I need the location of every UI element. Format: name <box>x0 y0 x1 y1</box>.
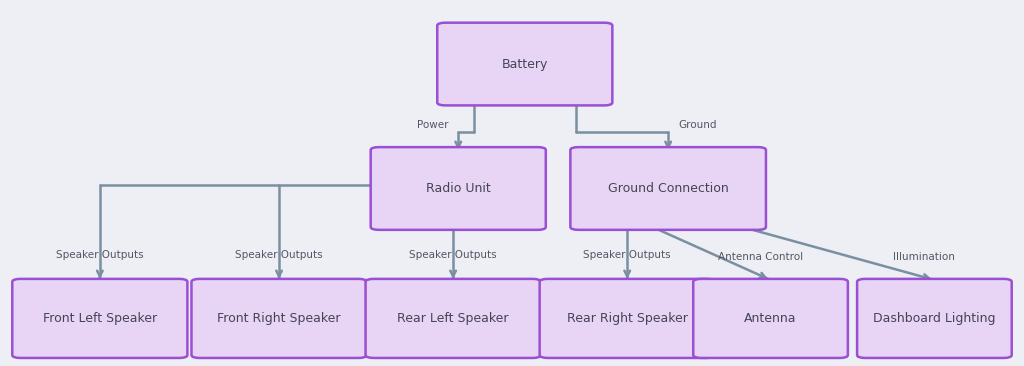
Text: Power: Power <box>417 120 449 130</box>
Text: Illumination: Illumination <box>893 252 955 262</box>
Text: Antenna Control: Antenna Control <box>718 252 803 262</box>
FancyBboxPatch shape <box>371 147 546 230</box>
Text: Front Left Speaker: Front Left Speaker <box>43 312 157 325</box>
FancyBboxPatch shape <box>540 279 715 358</box>
Text: Antenna: Antenna <box>744 312 797 325</box>
Text: Front Right Speaker: Front Right Speaker <box>217 312 341 325</box>
FancyBboxPatch shape <box>191 279 367 358</box>
Text: Speaker Outputs: Speaker Outputs <box>56 250 143 260</box>
Text: Speaker Outputs: Speaker Outputs <box>584 250 671 260</box>
FancyBboxPatch shape <box>366 279 541 358</box>
Text: Ground: Ground <box>678 120 717 130</box>
Text: Speaker Outputs: Speaker Outputs <box>236 250 323 260</box>
FancyBboxPatch shape <box>857 279 1012 358</box>
Text: Speaker Outputs: Speaker Outputs <box>410 250 497 260</box>
FancyBboxPatch shape <box>570 147 766 230</box>
FancyBboxPatch shape <box>12 279 187 358</box>
Text: Battery: Battery <box>502 57 548 71</box>
Text: Dashboard Lighting: Dashboard Lighting <box>873 312 995 325</box>
FancyBboxPatch shape <box>437 23 612 105</box>
Text: Radio Unit: Radio Unit <box>426 182 490 195</box>
FancyBboxPatch shape <box>693 279 848 358</box>
Text: Ground Connection: Ground Connection <box>608 182 728 195</box>
Text: Rear Right Speaker: Rear Right Speaker <box>566 312 688 325</box>
Text: Rear Left Speaker: Rear Left Speaker <box>397 312 509 325</box>
